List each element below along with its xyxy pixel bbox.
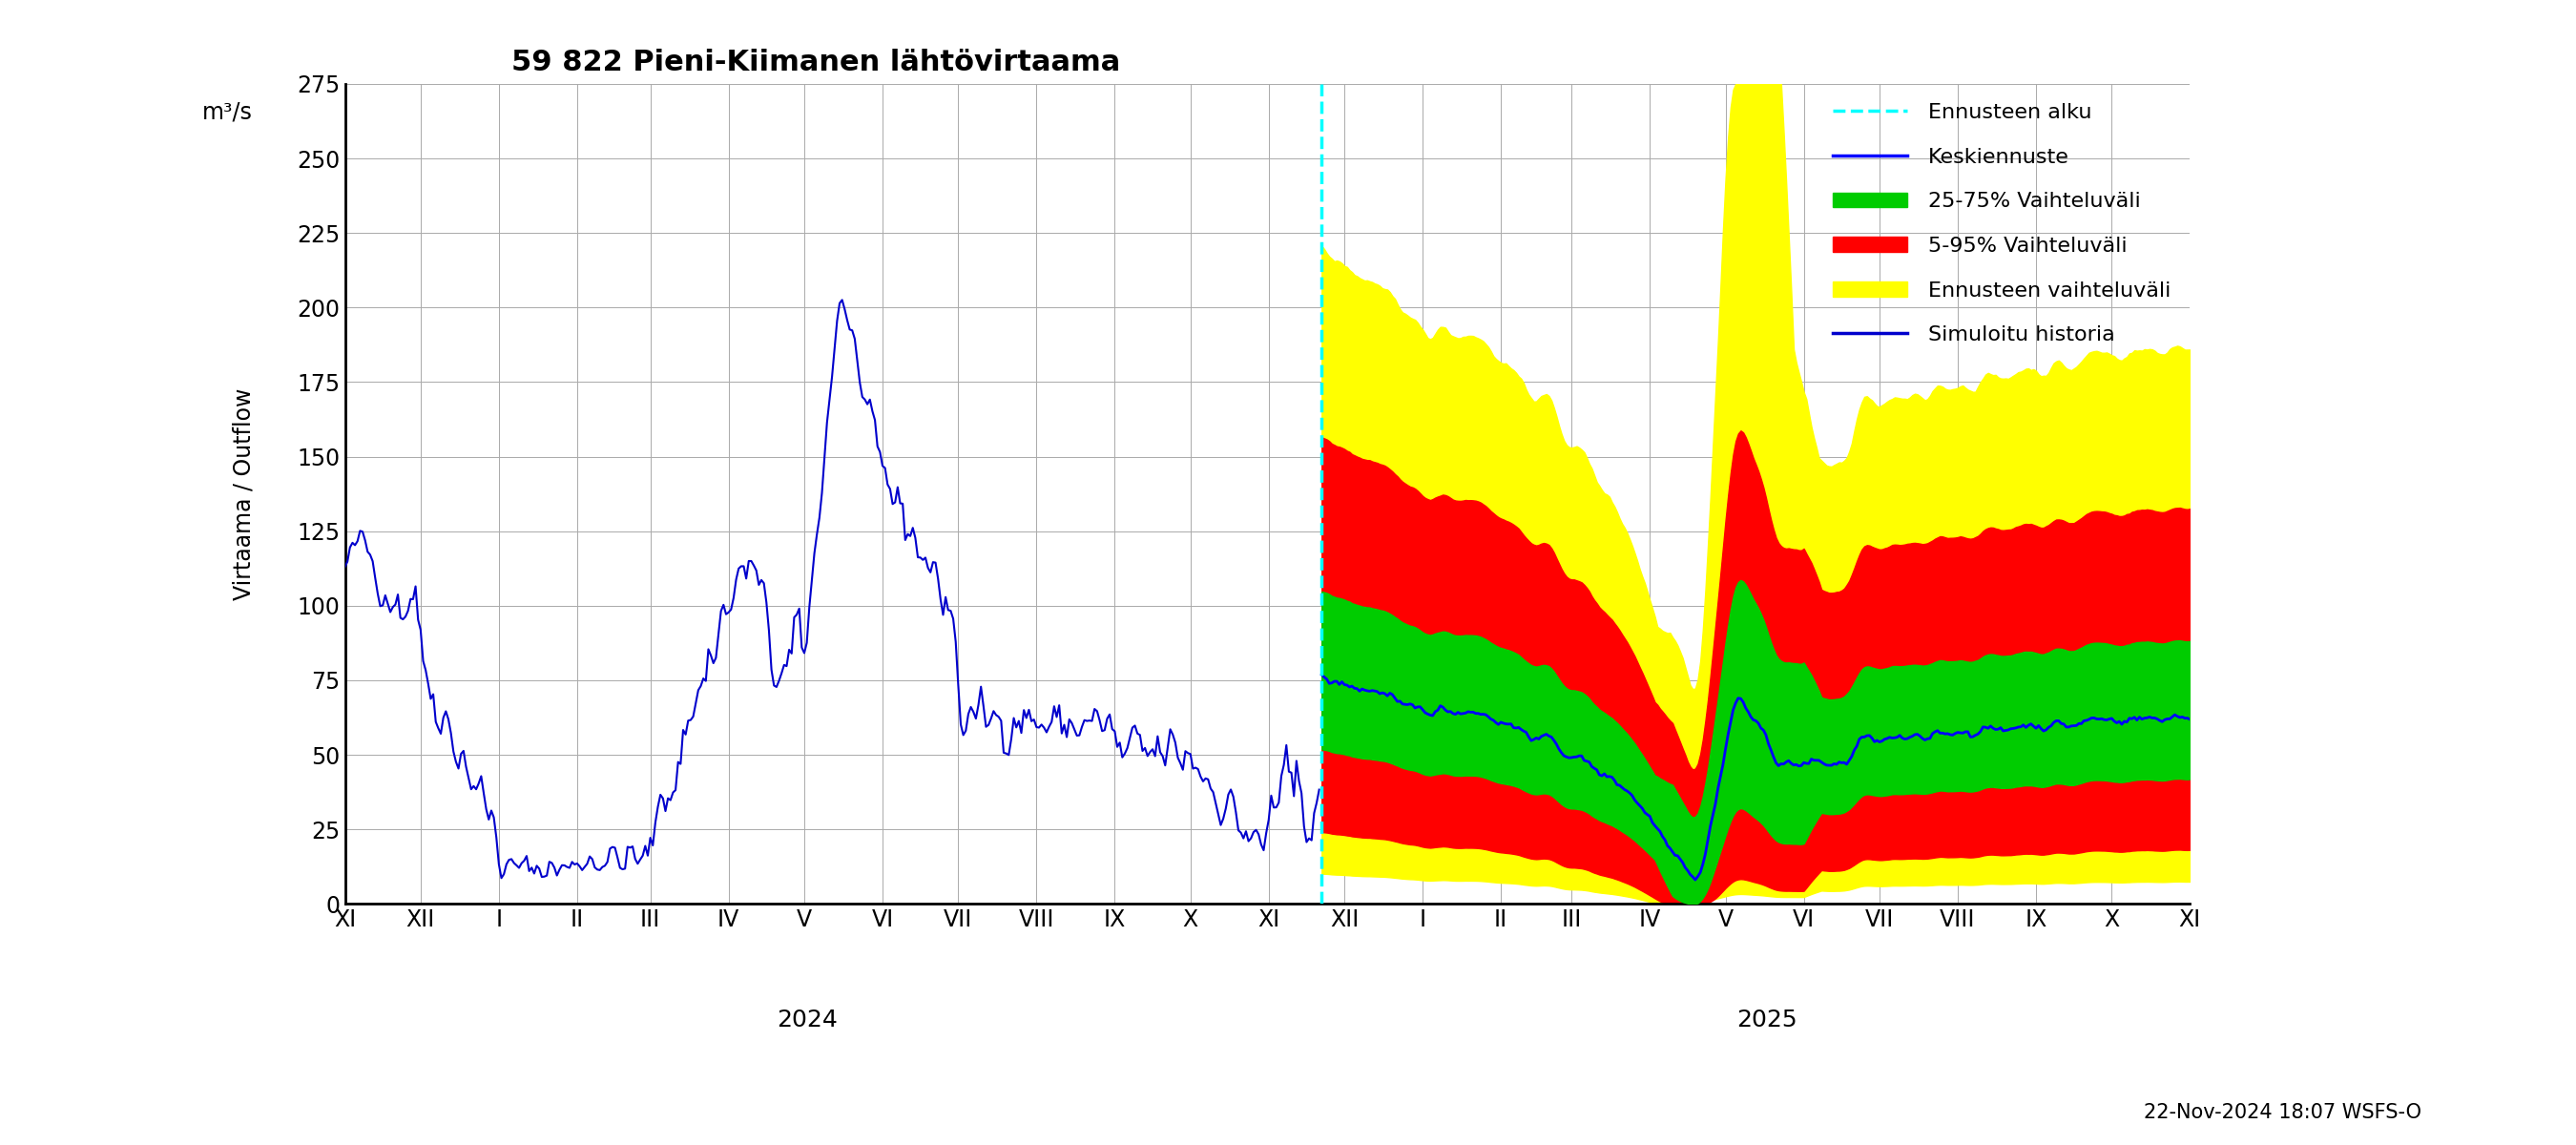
Text: 59 822 Pieni-Kiimanen lähtövirtaama: 59 822 Pieni-Kiimanen lähtövirtaama (510, 48, 1121, 77)
Text: 22-Nov-2024 18:07 WSFS-O: 22-Nov-2024 18:07 WSFS-O (2143, 1103, 2421, 1122)
Legend: Ennusteen alku, Keskiennuste, 25-75% Vaihteluväli, 5-95% Vaihteluväli, Ennusteen: Ennusteen alku, Keskiennuste, 25-75% Vai… (1824, 94, 2179, 353)
Text: m³/s: m³/s (201, 101, 252, 124)
Text: 2024: 2024 (775, 1009, 837, 1032)
Text: 2025: 2025 (1736, 1009, 1798, 1032)
Text: Virtaama / Outflow: Virtaama / Outflow (232, 388, 255, 600)
